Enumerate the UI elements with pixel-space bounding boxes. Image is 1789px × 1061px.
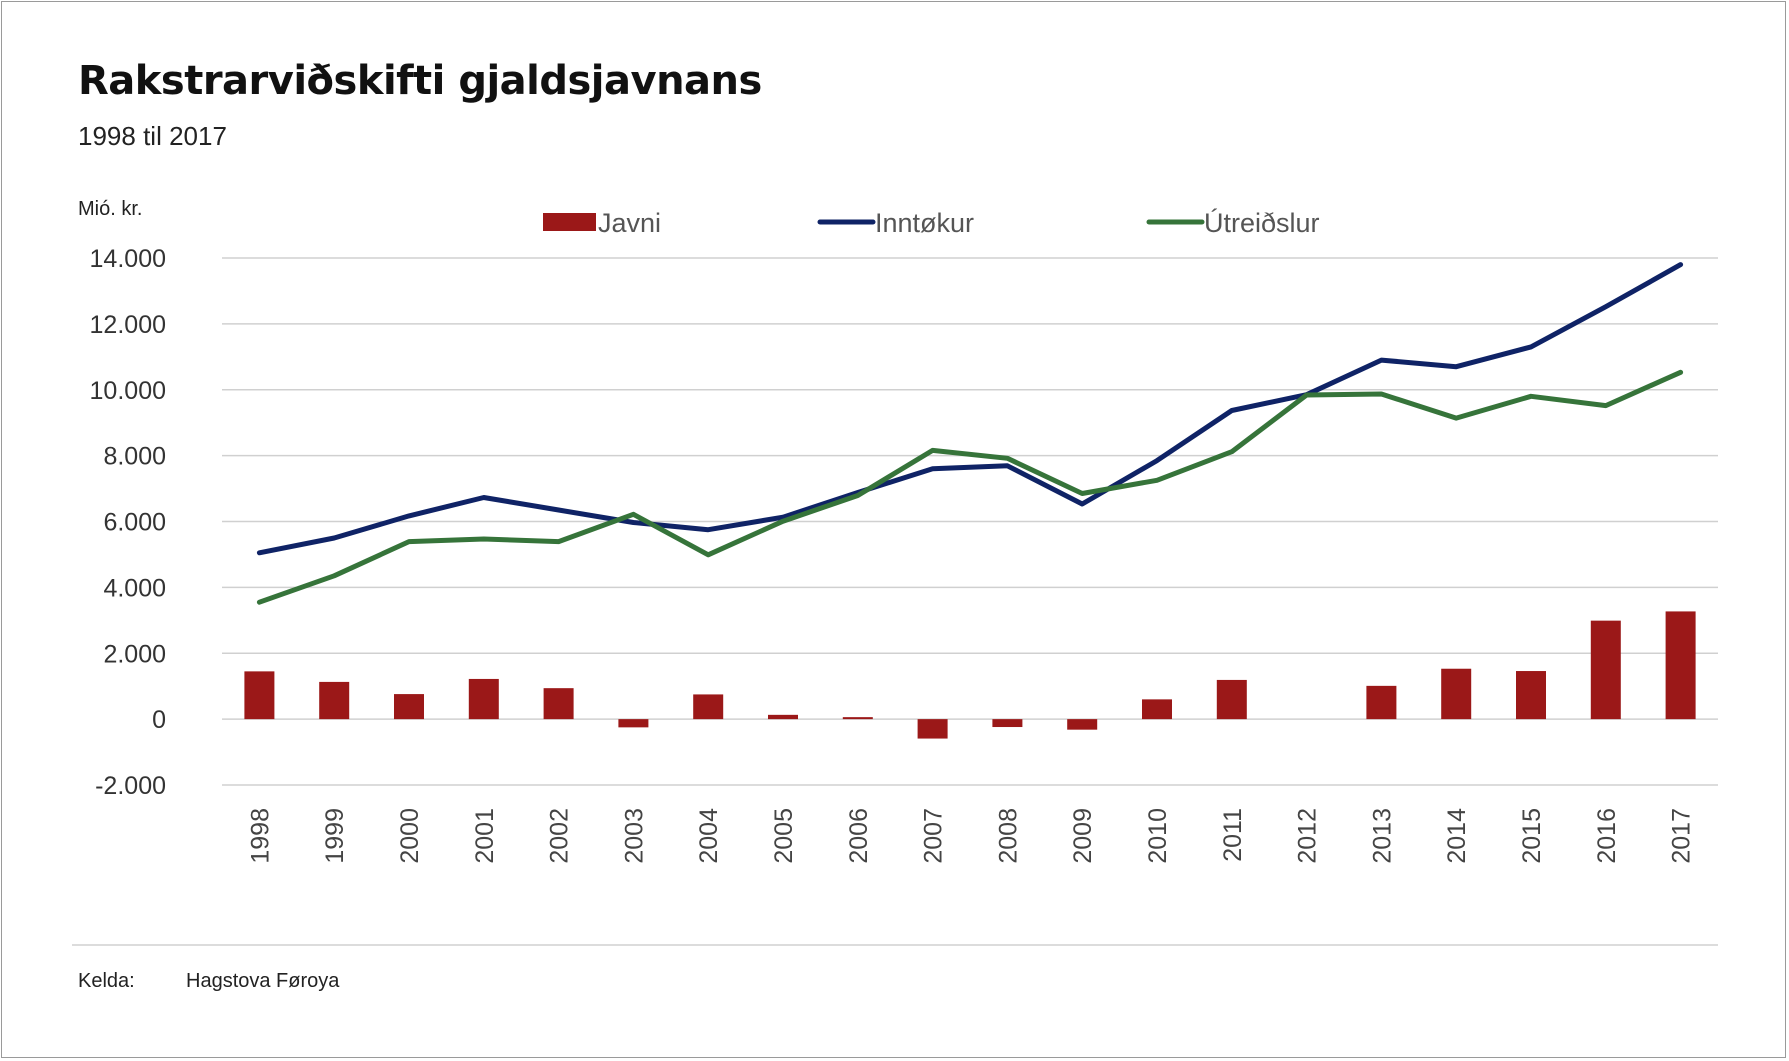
bar-javni — [992, 719, 1023, 728]
x-tick-label: 2008 — [994, 808, 1022, 864]
x-tick-label: 2004 — [695, 808, 723, 864]
bar-javni — [693, 694, 724, 720]
bar-javni — [1516, 671, 1546, 720]
y-tick-label: 2.000 — [103, 640, 166, 668]
x-tick-label: 2000 — [396, 808, 424, 864]
bar-javni — [319, 681, 350, 720]
source-value: Hagstova Føroya — [186, 970, 340, 992]
y-tick-label: 6.000 — [103, 509, 166, 537]
x-tick-label: 2016 — [1593, 808, 1621, 864]
x-tick-label: 2010 — [1144, 808, 1172, 864]
x-tick-label: 2002 — [546, 808, 574, 864]
bar-javni — [917, 719, 948, 739]
bar-javni — [1441, 668, 1472, 720]
bar-javni — [468, 678, 499, 720]
x-tick-label: 2007 — [920, 808, 948, 864]
x-tick-label: 1999 — [321, 808, 349, 864]
bar-javni — [394, 694, 424, 720]
legend-label-inntokur: Inntøkur — [875, 208, 974, 238]
y-tick-label: 4.000 — [103, 574, 166, 602]
line-utreidslur — [256, 369, 1684, 605]
bar-javni — [618, 719, 649, 728]
x-tick-label: 2015 — [1518, 808, 1546, 864]
x-tick-label: 2001 — [471, 808, 499, 864]
chart-subtitle: 1998 til 2017 — [78, 121, 227, 151]
bar-javni — [1216, 679, 1247, 720]
bar-javni — [244, 671, 275, 720]
y-axis-unit-label: Mió. kr. — [78, 198, 143, 220]
x-tick-label: 2003 — [620, 808, 648, 864]
y-tick-label: 8.000 — [103, 443, 166, 471]
y-tick-label: -2.000 — [95, 772, 166, 800]
bar-javni — [1067, 719, 1098, 730]
y-tick-label: 12.000 — [90, 311, 166, 339]
x-tick-label: 1998 — [246, 808, 274, 864]
x-tick-label: 2005 — [770, 808, 798, 864]
x-tick-label: 2006 — [845, 808, 873, 864]
legend-label-javni: Javni — [598, 208, 661, 238]
legend-swatch-javni — [543, 213, 596, 231]
bar-javni — [842, 717, 873, 720]
x-tick-label: 2009 — [1069, 808, 1097, 864]
x-tick-label: 2017 — [1668, 808, 1696, 864]
bar-javni — [1366, 685, 1397, 720]
legend-label-utreidslur: Útreiðslur — [1204, 207, 1320, 238]
bar-javni — [1142, 699, 1172, 720]
chart-title: Rakstrarviðskifti gjaldsjavnans — [78, 58, 762, 104]
source-label: Kelda: — [78, 970, 135, 992]
y-tick-label: 14.000 — [90, 245, 166, 273]
x-tick-label: 2011 — [1219, 808, 1247, 862]
bar-javni — [1665, 611, 1696, 720]
y-tick-label: 0 — [152, 706, 166, 734]
x-tick-label: 2014 — [1443, 808, 1471, 864]
bar-javni — [1590, 620, 1621, 720]
line-inntokur — [256, 262, 1684, 556]
x-tick-label: 2012 — [1294, 808, 1322, 864]
bar-javni — [768, 714, 798, 720]
x-tick-label: 2013 — [1368, 808, 1396, 864]
y-tick-label: 10.000 — [90, 377, 166, 405]
bar-javni — [543, 688, 574, 720]
